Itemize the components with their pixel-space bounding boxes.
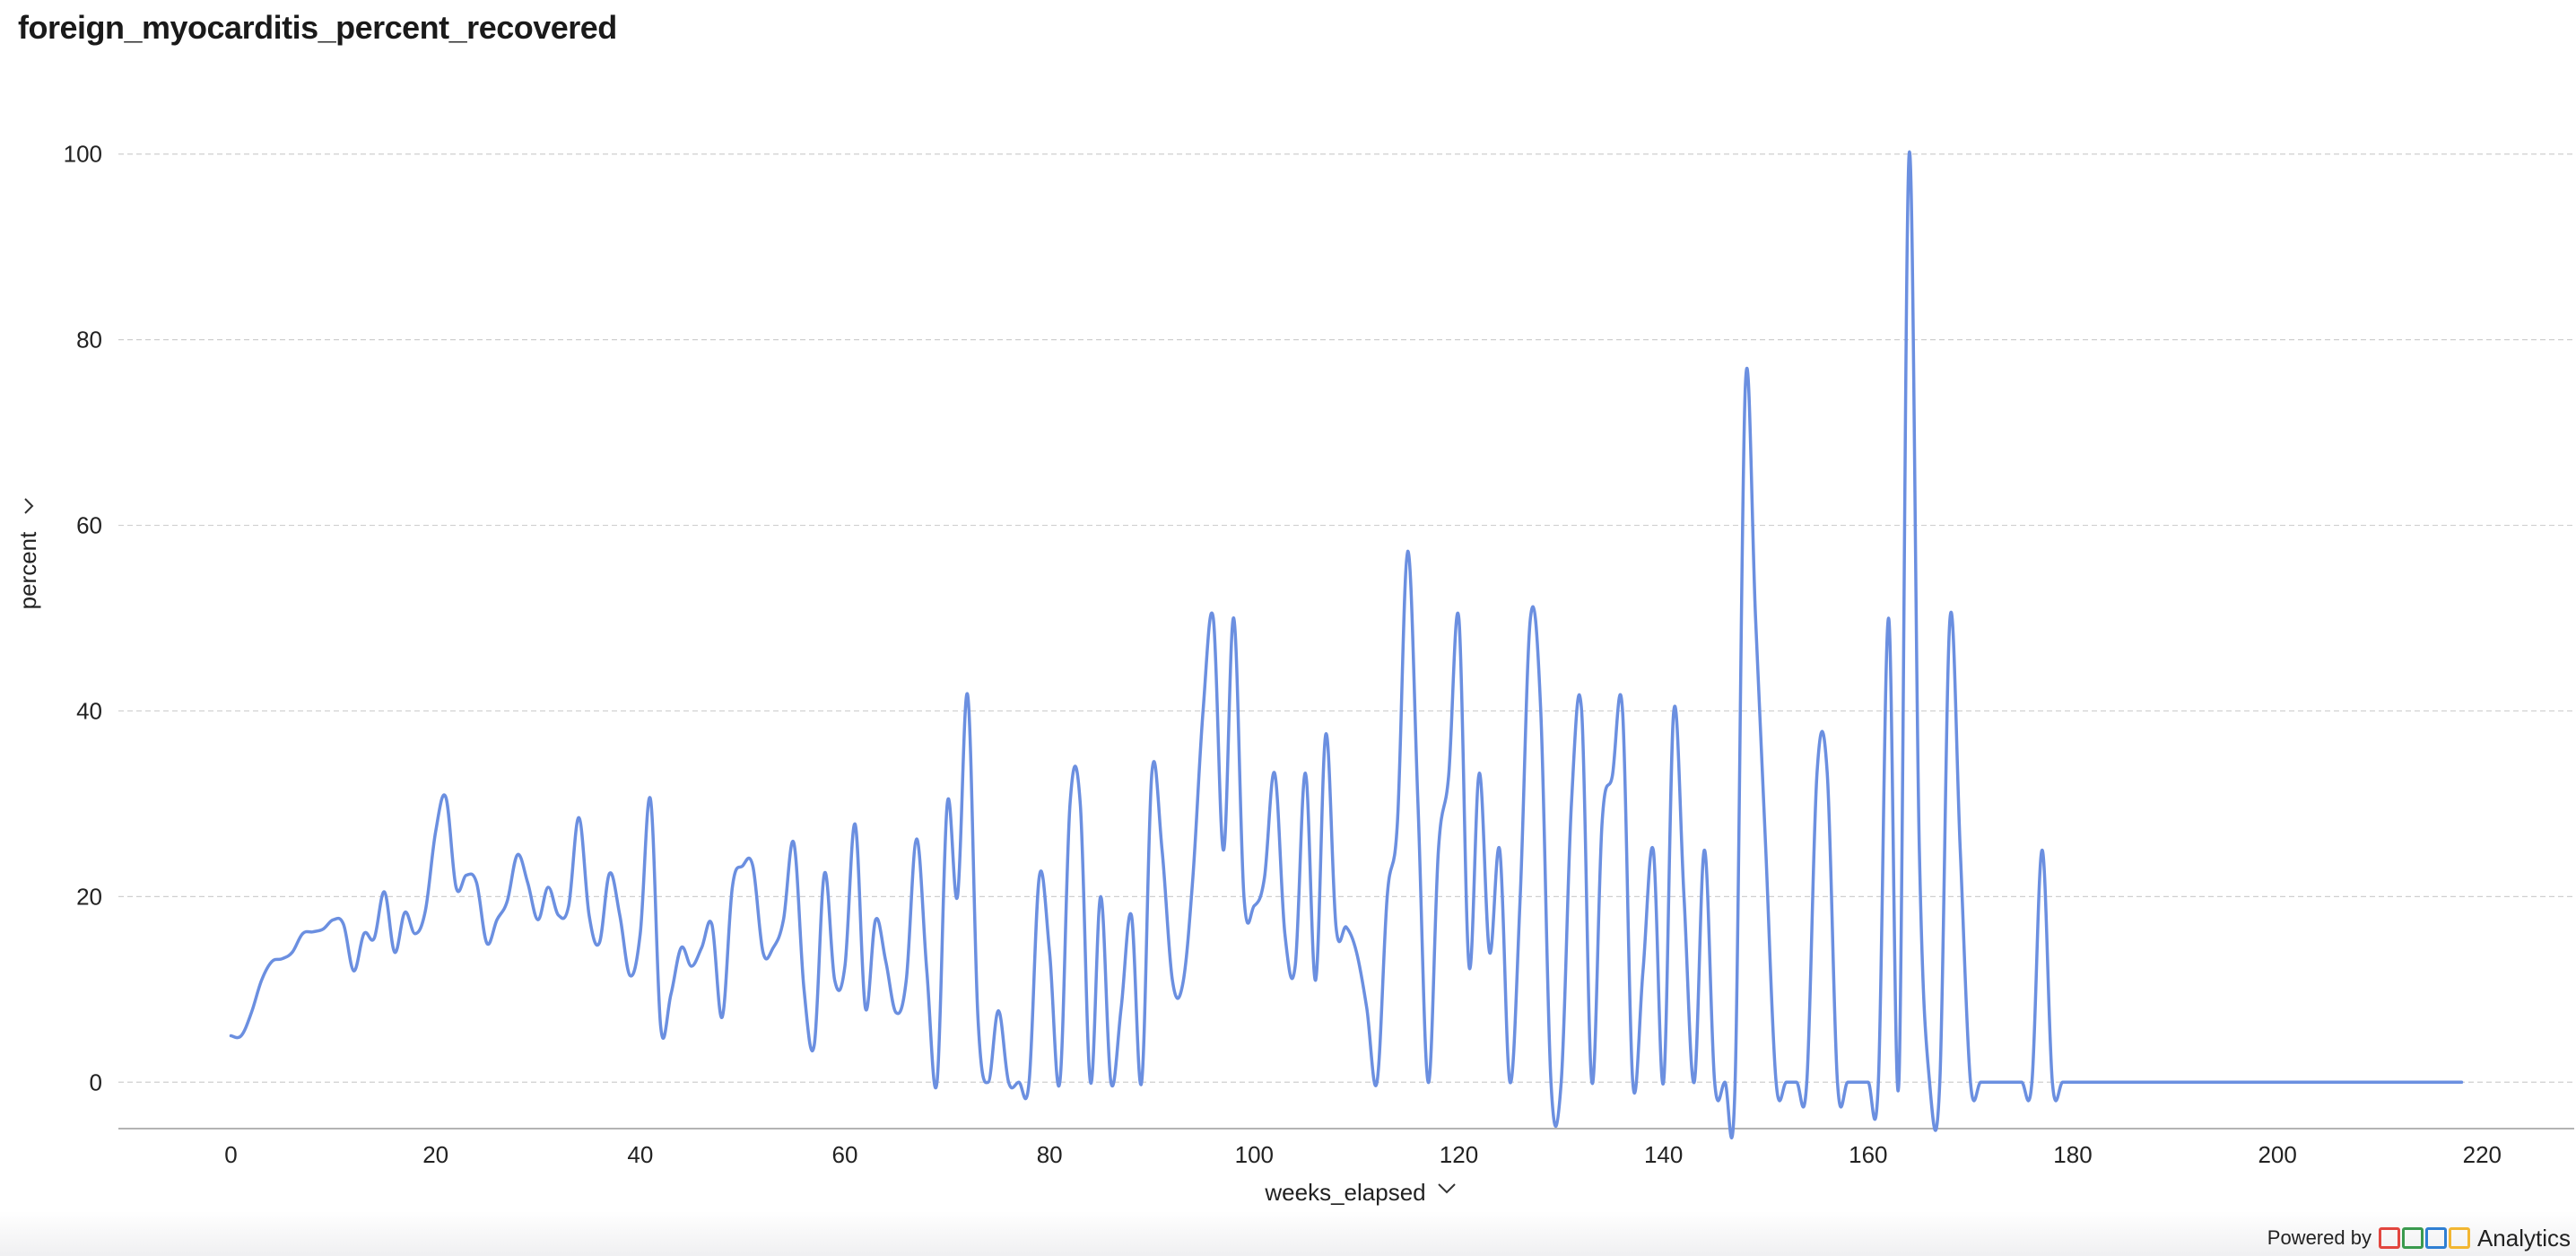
y-tick-label: 0 (90, 1068, 102, 1095)
x-tick-label: 220 (2463, 1141, 2502, 1168)
x-tick-label: 80 (1037, 1141, 1063, 1168)
x-tick-label: 100 (1235, 1141, 1274, 1168)
logo-square (2378, 1227, 2400, 1249)
x-tick-label: 0 (224, 1141, 237, 1168)
chevron-down-icon[interactable] (1438, 1183, 1456, 1194)
x-tick-label: 140 (1644, 1141, 1683, 1168)
logo-square (2401, 1227, 2424, 1249)
x-tick-label: 180 (2053, 1141, 2092, 1168)
series-lines (229, 150, 2464, 1139)
x-axis-label[interactable]: weeks_elapsed (1264, 1179, 1425, 1206)
x-tick-label: 20 (422, 1141, 448, 1168)
x-tick-label: 40 (627, 1141, 653, 1168)
y-axis-title[interactable]: percent (14, 498, 41, 609)
x-tick-label: 200 (2258, 1141, 2296, 1168)
brand-name: Analytics (2476, 1224, 2571, 1252)
x-tick-label: 60 (832, 1141, 858, 1168)
logo-square (2448, 1227, 2470, 1249)
logo-square (2424, 1227, 2447, 1249)
y-tick-label: 60 (76, 512, 102, 539)
x-tick-labels: 0 20 40 60 80 100 120 140 160 180 200 220 (224, 1141, 2502, 1168)
powered-by-text: Powered by (2267, 1226, 2371, 1249)
footer-bar (0, 1211, 2576, 1256)
x-axis-title[interactable]: weeks_elapsed (1264, 1179, 1456, 1206)
line-chart: 0 20 40 60 80 100 0 20 40 60 80 100 120 140 160 180 200… (14, 141, 2574, 1206)
x-tick-label: 120 (1440, 1141, 1478, 1168)
chart-title: foreign_myocarditis_percent_recovered (18, 9, 617, 46)
x-tick-label: 160 (1849, 1141, 1887, 1168)
y-tick-label: 20 (76, 883, 102, 910)
chevron-down-icon[interactable] (24, 498, 34, 514)
y-tick-label: 80 (76, 327, 102, 353)
powered-by-badge[interactable]: Powered by Analytics (2267, 1222, 2571, 1254)
y-tick-label: 100 (64, 141, 102, 168)
y-tick-labels: 0 20 40 60 80 100 (64, 141, 102, 1096)
y-axis-label[interactable]: percent (14, 531, 41, 609)
analytics-logo-icon (2378, 1227, 2470, 1249)
y-tick-label: 40 (76, 697, 102, 724)
series-line (229, 150, 2464, 1139)
